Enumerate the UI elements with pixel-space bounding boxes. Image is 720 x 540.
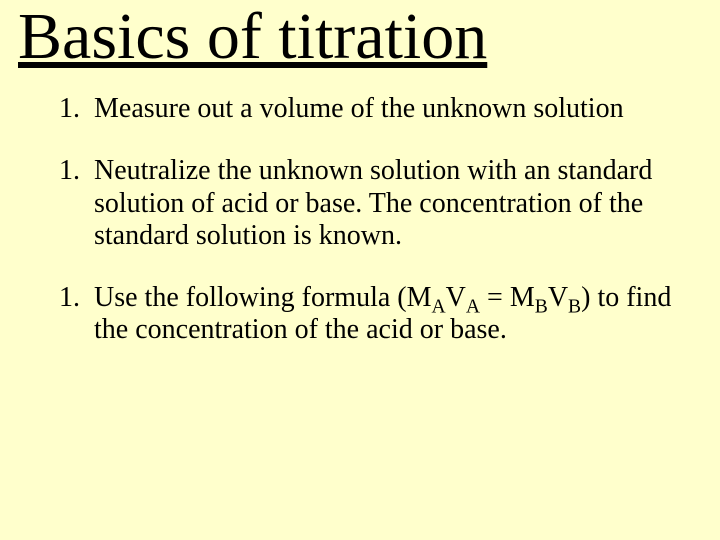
slide-title: Basics of titration	[18, 0, 702, 71]
list-item-text: Measure out a volume of the unknown solu…	[94, 93, 702, 125]
list-marker: 1.	[18, 155, 94, 187]
list-item: 1.Neutralize the unknown solution with a…	[18, 155, 702, 252]
list-marker: 1.	[18, 282, 94, 314]
slide: Basics of titration 1.Measure out a volu…	[0, 0, 720, 540]
list-marker: 1.	[18, 93, 94, 125]
list-item-text: Use the following formula (MAVA = MBVB) …	[94, 282, 702, 346]
list-item: 1.Measure out a volume of the unknown so…	[18, 93, 702, 125]
steps-list: 1.Measure out a volume of the unknown so…	[18, 93, 702, 346]
list-item: 1.Use the following formula (MAVA = MBVB…	[18, 282, 702, 346]
list-item-text: Neutralize the unknown solution with an …	[94, 155, 702, 252]
